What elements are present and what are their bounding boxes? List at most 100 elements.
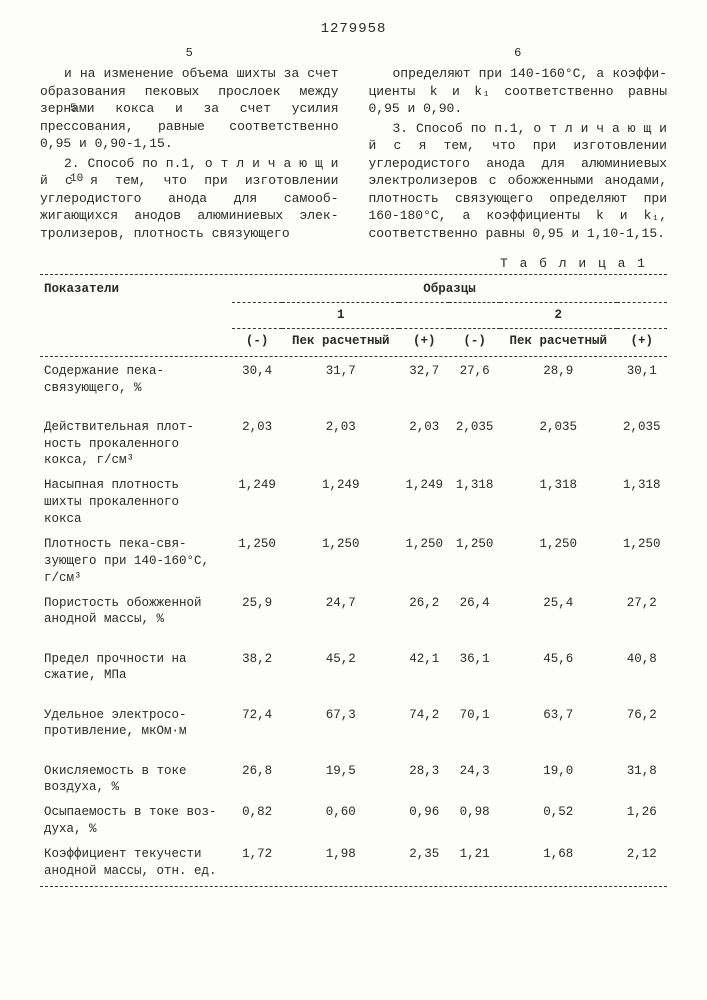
row-label: Осыпаемость в токе воз­духа, % [40,800,232,842]
table-cell: 2,03 [282,415,399,474]
table-cell: 1,250 [617,532,667,591]
right-col-number: 6 [369,45,668,61]
table-row: Осыпаемость в токе воз­духа, %0,820,60 0,… [40,800,667,842]
row-label: Предел прочности на сжатие, МПа [40,647,232,703]
col-pek-1: Пек рас­четный [282,328,399,353]
table-cell: 25,4 [500,591,617,647]
table-body: Содержание пека-связующего, %30,431,732,… [40,354,667,884]
row-label: Окисляемость в токе воздуха, % [40,759,232,801]
line-number-5: 5 [70,102,77,117]
table-cell: 27,2 [617,591,667,647]
table-cell: 26,8 [232,759,282,801]
table-cell: 42,1 [399,647,449,703]
table-cell: 67,3 [282,703,399,759]
table-cell: 2,12 [617,842,667,884]
table-cell: 30,4 [232,359,282,415]
table-cell: 45,6 [500,647,617,703]
table-cell: 28,9 [500,359,617,415]
col-minus-2: (-) [449,328,499,353]
table-cell: 24,7 [282,591,399,647]
table-cell: 1,318 [449,473,499,532]
table-cell: 0,98 [449,800,499,842]
table-cell: 1,98 [282,842,399,884]
table-cell: 1,21 [449,842,499,884]
table-cell: 63,7 [500,703,617,759]
col-sample-1: 1 [232,302,449,328]
table-cell: 40,8 [617,647,667,703]
table-cell: 28,3 [399,759,449,801]
table-cell: 32,7 [399,359,449,415]
table-cell: 76,2 [617,703,667,759]
col-pek-2: Пек рас­четный [500,328,617,353]
table-cell: 1,68 [500,842,617,884]
table-cell: 0,82 [232,800,282,842]
table-row: Плотность пека-свя­зующего при 140-160°С… [40,532,667,591]
table-top-rule [40,274,667,275]
table-cell: 1,26 [617,800,667,842]
table-cell: 2,035 [449,415,499,474]
right-para-1: определяют при 140-160°С, а коэффи­циент… [369,65,668,118]
row-label: Действительная плот­ность прокаленного к… [40,415,232,474]
two-column-text: 5 и на изменение объема шихты за счет об… [40,45,667,245]
table-cell: 27,6 [449,359,499,415]
col-sample-2: 2 [449,302,667,328]
table-bottom-rule [40,886,667,887]
p2-lead: 2. Способ по п.1, [64,156,205,171]
table-cell: 1,249 [282,473,399,532]
table-cell: 25,9 [232,591,282,647]
table-cell: 1,72 [232,842,282,884]
table-cell: 45,2 [282,647,399,703]
col-plus-1: (+) [399,328,449,353]
table-cell: 19,0 [500,759,617,801]
table-cell: 1,249 [399,473,449,532]
table-row: Пористость обожженной анодной массы, %25… [40,591,667,647]
table-row: Удельное электросо­противление, мкОм·м72… [40,703,667,759]
col-образцы: Образцы [232,277,667,302]
table-cell: 2,035 [500,415,617,474]
page-body: 1279958 5 и на изменение объема шихты за… [40,20,667,887]
table-head: Показатели Образцы 1 2 (-) Пек рас­четны… [40,277,667,354]
table-cell: 1,250 [282,532,399,591]
table-cell: 2,035 [617,415,667,474]
table-caption: Т а б л и ц а 1 [40,255,667,273]
table-cell: 72,4 [232,703,282,759]
table-cell: 24,3 [449,759,499,801]
table-cell: 1,318 [500,473,617,532]
right-para-2: 3. Способ по п.1, о т л и ч а ю щ и й с … [369,120,668,243]
right-column: 6 определяют при 140-160°С, а коэффи­цие… [369,45,668,245]
table-row: Предел прочности на сжатие, МПа38,245,24… [40,647,667,703]
table-cell: 0,60 [282,800,399,842]
line-number-10: 10 [70,172,83,187]
table-row: Действительная плот­ность прокаленного к… [40,415,667,474]
p3-lead: 3. Способ по п.1, [393,121,534,136]
row-label: Пористость обожженной анодной массы, % [40,591,232,647]
table-row: Содержание пека-связующего, %30,431,732,… [40,359,667,415]
table-row: Насыпная плотность шихты прокаленного ко… [40,473,667,532]
table-cell: 36,1 [449,647,499,703]
col-показатели: Показатели [40,277,232,354]
table-cell: 1,250 [500,532,617,591]
table-cell: 74,2 [399,703,449,759]
table-cell: 1,250 [449,532,499,591]
table-row: Коэффициент текучес­ти анодной массы, от… [40,842,667,884]
table-cell: 26,4 [449,591,499,647]
doc-number: 1279958 [40,20,667,39]
table-cell: 38,2 [232,647,282,703]
table-cell: 2,35 [399,842,449,884]
left-para-2: 2. Способ по п.1, о т л и ч а ю щ и й с … [40,155,339,243]
table-cell: 2,03 [232,415,282,474]
table-cell: 1,250 [399,532,449,591]
col-plus-2: (+) [617,328,667,353]
table-row: Окисляемость в токе воздуха, %26,819,528… [40,759,667,801]
p3-rest: тем, что при изготовле­нии углеродистого… [369,138,668,241]
left-column: 5 и на изменение объема шихты за счет об… [40,45,339,245]
table-cell: 2,03 [399,415,449,474]
left-col-number: 5 [40,45,339,61]
table-cell: 1,318 [617,473,667,532]
row-label: Содержание пека-связующего, % [40,359,232,415]
row-label: Плотность пека-свя­зующего при 140-160°С… [40,532,232,591]
col-minus-1: (-) [232,328,282,353]
table-header-row-1: Показатели Образцы [40,277,667,302]
table-cell: 26,2 [399,591,449,647]
left-para-1: и на изменение объема шихты за счет обра… [40,65,339,153]
